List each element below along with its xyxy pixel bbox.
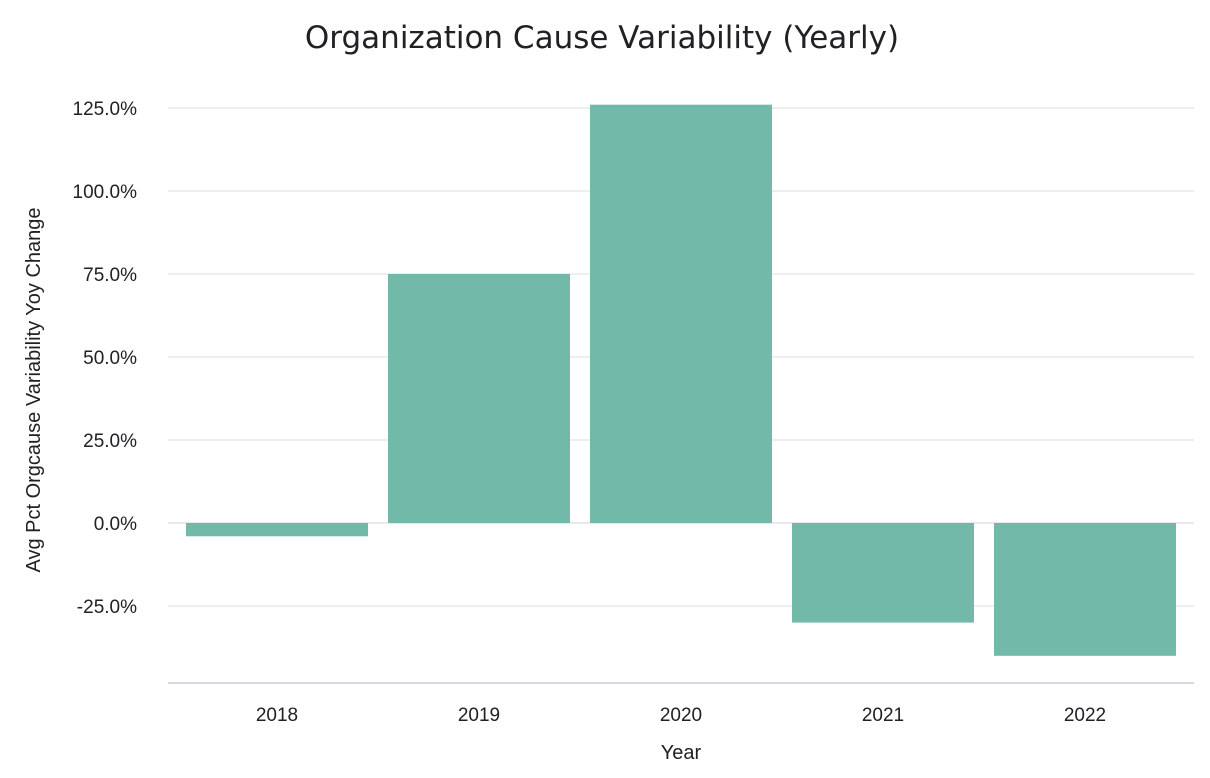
- bar-2019: [388, 274, 570, 523]
- y-tick-label: 0.0%: [94, 514, 137, 535]
- x-tick-label: 2019: [458, 705, 500, 726]
- y-tick-label: 25.0%: [83, 431, 137, 452]
- y-axis-tick-labels: -25.0% 0.0% 25.0% 50.0% 75.0% 100.0% 125.0%: [73, 99, 138, 618]
- y-axis-label: Avg Pct Orgcause Variability Yoy Change: [23, 207, 45, 572]
- y-tick-label: 100.0%: [73, 182, 138, 203]
- y-tick-label: 50.0%: [83, 348, 137, 369]
- y-tick-label: 75.0%: [83, 265, 137, 286]
- x-tick-label: 2018: [256, 705, 298, 726]
- y-tick-label: 125.0%: [73, 99, 138, 120]
- y-tick-label: -25.0%: [77, 597, 137, 618]
- chart-title: Organization Cause Variability (Yearly): [305, 20, 899, 56]
- x-axis-label: Year: [661, 742, 702, 764]
- bar-2020: [590, 104, 772, 524]
- bar-2022: [994, 523, 1176, 656]
- bar-2018: [186, 523, 368, 537]
- bar-2021: [792, 523, 974, 623]
- x-tick-label: 2022: [1064, 705, 1106, 726]
- x-tick-label: 2020: [660, 705, 702, 726]
- bars: [186, 104, 1176, 656]
- x-tick-label: 2021: [862, 705, 904, 726]
- x-axis-tick-labels: 2018 2019 2020 2021 2022: [256, 705, 1106, 726]
